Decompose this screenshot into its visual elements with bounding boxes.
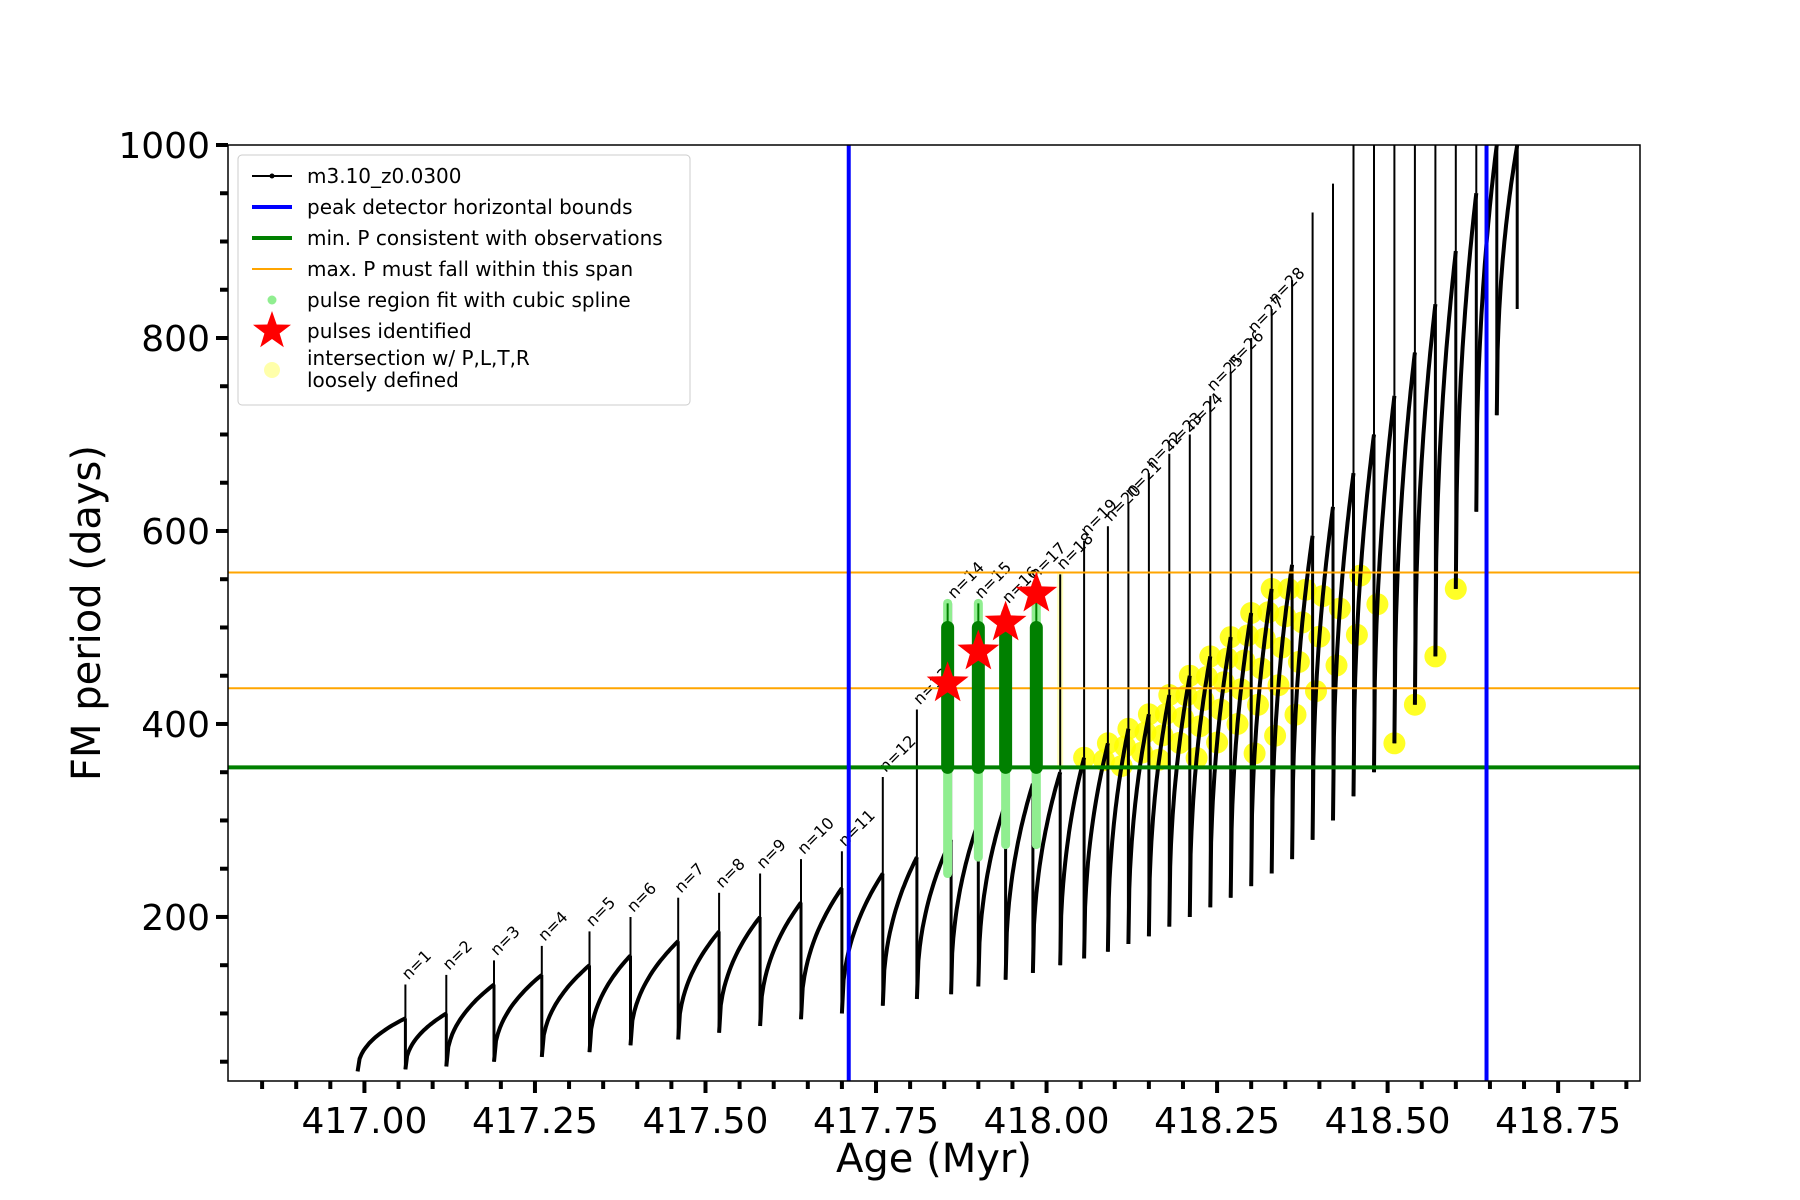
plot-frame (227, 144, 1641, 1082)
pulse-star (1015, 571, 1058, 612)
legend-label: loosely defined (307, 368, 459, 392)
track-segment (403, 1011, 448, 1070)
track-segment (758, 901, 803, 1027)
track-segment (976, 802, 1008, 987)
pulse-star (957, 629, 1000, 670)
legend-frame (237, 154, 691, 406)
legend-item: pulses identified (253, 311, 472, 348)
legend-label: peak detector horizontal bounds (307, 195, 633, 219)
track-segment (949, 821, 981, 995)
pulse-star (926, 661, 969, 702)
track-segment (880, 856, 919, 1006)
track-segment (1058, 757, 1087, 966)
x-tick-label: 418.75 (1495, 1101, 1621, 1142)
track-segment (1433, 250, 1458, 657)
y-tick-label: 400 (141, 705, 210, 746)
y-tick-label: 600 (141, 512, 210, 553)
legend-label: intersection w/ P,L,T,R (307, 346, 530, 370)
track-segment (539, 963, 591, 1058)
track-segment (1126, 713, 1151, 945)
legend-swatch-dot (269, 173, 275, 179)
y-tick-label: 1000 (118, 126, 210, 167)
x-tick-label: 418.00 (984, 1101, 1110, 1142)
track-segment (587, 954, 632, 1053)
track-segment (1453, 192, 1479, 589)
x-tick-label: 417.25 (472, 1101, 598, 1142)
legend-item: pulse region fit with cubic spline (267, 288, 631, 312)
track-segment (1228, 612, 1254, 898)
track-segment (1030, 771, 1063, 973)
track-segment (1082, 742, 1110, 959)
legend-item: peak detector horizontal bounds (252, 195, 633, 219)
y-tick-label: 800 (141, 319, 210, 360)
pulses-identified (926, 571, 1058, 702)
track-segment (1105, 728, 1131, 952)
legend-label: pulses identified (307, 319, 472, 343)
axes: 200 400 600 800 1000 417.00 417.25 417.50 417.75… (118, 126, 1629, 1142)
y-axis-label: FM period (days) (64, 445, 110, 781)
x-axis-label: Age (Myr) (836, 1136, 1032, 1182)
legend-label: m3.10_z0.0300 (307, 164, 462, 188)
x-tick-label: 417.75 (813, 1101, 939, 1142)
track-segment (717, 915, 762, 1033)
track-segment (1249, 588, 1274, 887)
track-segment (1351, 434, 1376, 797)
track-segment (676, 930, 721, 1040)
x-tick-label: 418.25 (1154, 1101, 1280, 1142)
track-segment (799, 886, 844, 1020)
track-segment (628, 939, 680, 1046)
track-segment (355, 1016, 407, 1072)
legend-swatch (253, 311, 291, 348)
legend-label: min. P consistent with observations (307, 226, 663, 250)
pulse-star (984, 600, 1027, 641)
y-tick-label: 200 (141, 898, 210, 939)
track-segment (1494, 145, 1520, 416)
legend-item: m3.10_z0.0300 (252, 164, 462, 188)
legend-item: min. P consistent with observations (252, 226, 663, 250)
track-segment (1187, 656, 1213, 918)
track-segment (1269, 564, 1295, 874)
legend-label: max. P must fall within this span (307, 257, 633, 281)
track-segment (1146, 694, 1172, 937)
track-segment (1310, 506, 1335, 840)
track-segment (492, 973, 544, 1062)
legend-swatch (264, 362, 280, 378)
legend-item: max. P must fall within this span (252, 257, 633, 281)
track-segment (1392, 352, 1417, 744)
track-segment (1331, 472, 1356, 821)
x-tick-label: 417.50 (643, 1101, 769, 1142)
legend-swatch (267, 295, 277, 305)
track-segment (444, 982, 496, 1067)
x-tick-label: 417.00 (301, 1101, 427, 1142)
legend-label: pulse region fit with cubic spline (307, 288, 631, 312)
x-tick-label: 418.50 (1325, 1101, 1451, 1142)
track-segment (1412, 303, 1438, 705)
track-segment (1003, 783, 1035, 980)
track-segment (1290, 535, 1315, 860)
track-segment (1167, 675, 1192, 927)
track-segment (1208, 636, 1233, 908)
track-segment (1372, 395, 1397, 773)
